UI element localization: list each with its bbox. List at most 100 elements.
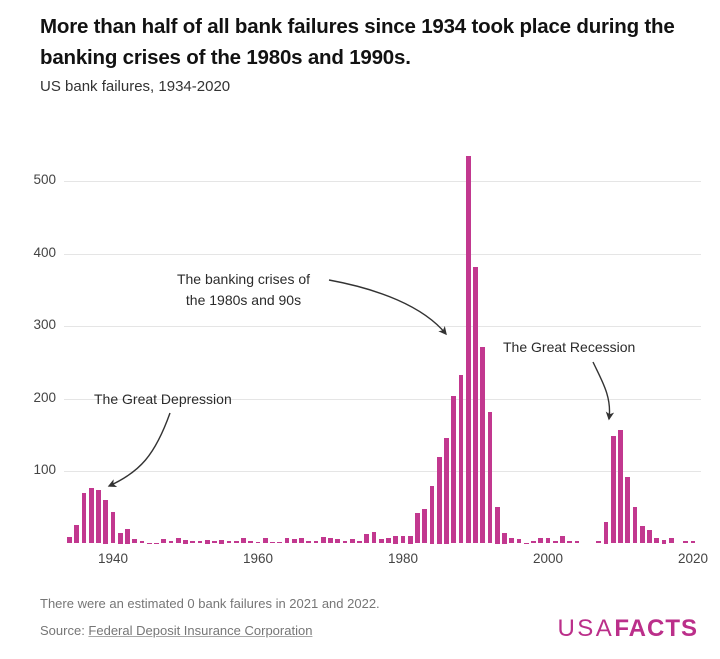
bar-1981[interactable] [407, 536, 413, 544]
y-axis-label-400: 400 [33, 244, 56, 260]
annotation-great-recession: The Great Recession [503, 339, 636, 355]
bar-1978[interactable] [386, 538, 391, 544]
bar-1950[interactable] [183, 539, 188, 544]
bar-1954[interactable] [212, 541, 217, 544]
bar-2001[interactable] [552, 540, 558, 544]
bar-1989[interactable] [465, 156, 471, 544]
bar-1944[interactable] [139, 540, 145, 544]
bar-1972[interactable] [342, 541, 348, 544]
bar-1980[interactable] [400, 535, 406, 544]
bar-2014[interactable] [647, 530, 652, 544]
bar-1979[interactable] [393, 536, 399, 544]
bar-1987[interactable] [451, 396, 457, 544]
bar-2013[interactable] [639, 526, 645, 544]
bar-1990[interactable] [473, 266, 478, 544]
bar-1949[interactable] [175, 537, 181, 544]
bar-1955[interactable] [219, 539, 225, 544]
bar-1958[interactable] [241, 538, 246, 544]
bar-2012[interactable] [632, 506, 638, 544]
bar-1961[interactable] [262, 538, 268, 544]
bar-1977[interactable] [378, 539, 384, 544]
bar-1964[interactable] [284, 537, 290, 544]
logo-facts: FACTS [614, 615, 698, 642]
bar-1946[interactable] [154, 542, 159, 544]
bar-1994[interactable] [502, 532, 507, 544]
bar-1956[interactable] [226, 541, 232, 544]
bar-1966[interactable] [299, 537, 304, 544]
bar-2011[interactable] [625, 476, 631, 544]
bar-1974[interactable] [357, 540, 362, 544]
bar-1996[interactable] [516, 539, 522, 544]
bar-2017[interactable] [668, 537, 674, 544]
bar-2009[interactable] [610, 436, 616, 544]
bar-1969[interactable] [320, 536, 326, 544]
bar-2016[interactable] [661, 539, 667, 544]
bar-1971[interactable] [335, 539, 341, 544]
bar-1993[interactable] [494, 507, 500, 544]
bar-1948[interactable] [168, 541, 174, 544]
bar-1962[interactable] [270, 542, 275, 544]
bar-1959[interactable] [248, 540, 254, 544]
bar-1997[interactable] [523, 542, 529, 544]
bar-1985[interactable] [436, 456, 442, 544]
bar-1963[interactable] [277, 542, 283, 544]
bar-1953[interactable] [204, 539, 210, 544]
bar-1991[interactable] [480, 347, 486, 544]
bar-1941[interactable] [117, 532, 123, 544]
bar-1937[interactable] [88, 487, 94, 544]
bar-1988[interactable] [458, 375, 464, 544]
bar-2015[interactable] [654, 537, 660, 544]
bar-1957[interactable] [233, 541, 239, 544]
bar-1984[interactable] [429, 485, 435, 544]
source-line: Source: Federal Deposit Insurance Corpor… [40, 623, 312, 638]
bar-2008[interactable] [603, 521, 609, 544]
bar-2007[interactable] [596, 541, 602, 544]
x-axis-label-2000: 2000 [532, 551, 564, 566]
bar-1938[interactable] [96, 489, 101, 544]
bar-2010[interactable] [618, 429, 623, 544]
bar-1975[interactable] [364, 534, 370, 544]
bar-2019[interactable] [683, 540, 689, 544]
bar-1970[interactable] [328, 537, 333, 544]
usafacts-logo[interactable]: USAFACTS [557, 615, 698, 643]
bar-1967[interactable] [306, 540, 312, 544]
bar-1936[interactable] [81, 493, 87, 544]
bar-1973[interactable] [349, 539, 355, 544]
bar-1942[interactable] [125, 529, 130, 544]
bar-1940[interactable] [110, 512, 116, 544]
bar-1939[interactable] [103, 500, 109, 544]
bar-1992[interactable] [487, 412, 493, 544]
bar-1947[interactable] [161, 539, 167, 544]
bar-1976[interactable] [371, 531, 377, 544]
bar-2000[interactable] [545, 538, 551, 544]
gridline-500 [64, 181, 701, 182]
bar-1960[interactable] [255, 542, 261, 544]
bar-1982[interactable] [415, 513, 420, 544]
annotation-banking-crises: The banking crises of the 1980s and 90s [153, 269, 334, 311]
bar-1943[interactable] [132, 539, 138, 544]
bar-1934[interactable] [67, 536, 72, 544]
bar-1998[interactable] [531, 541, 536, 544]
x-axis-label-1940: 1940 [97, 551, 129, 566]
bar-1968[interactable] [313, 541, 319, 544]
bar-2003[interactable] [567, 541, 573, 544]
bar-1952[interactable] [197, 540, 203, 544]
bar-1995[interactable] [509, 537, 515, 544]
gridline-300 [64, 326, 701, 327]
page-title: More than half of all bank failures sinc… [40, 15, 675, 69]
bar-1951[interactable] [190, 540, 196, 544]
bar-1935[interactable] [74, 524, 80, 544]
gridline-200 [64, 398, 701, 400]
annotation-banking-crises-line2: the 1980s and 90s [185, 292, 302, 308]
bar-1986[interactable] [444, 438, 449, 544]
source-link[interactable]: Federal Deposit Insurance Corporation [88, 623, 313, 638]
bar-1945[interactable] [146, 542, 152, 544]
bar-2020[interactable] [690, 540, 696, 544]
bar-1983[interactable] [422, 508, 428, 544]
y-axis-label-300: 300 [33, 317, 56, 332]
bar-2004[interactable] [574, 540, 580, 544]
bar-1965[interactable] [291, 539, 297, 544]
bar-1999[interactable] [538, 537, 544, 544]
bar-2002[interactable] [560, 535, 565, 544]
